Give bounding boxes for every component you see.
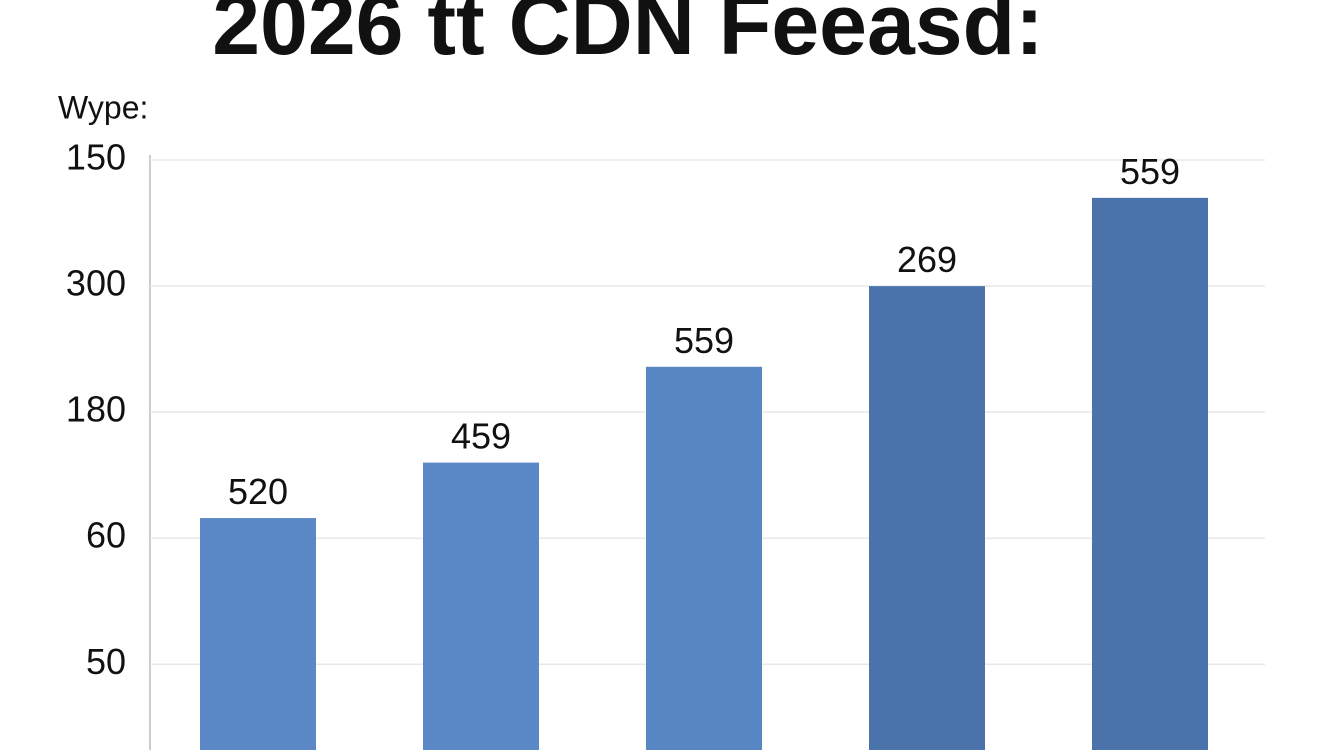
value-label: 559 <box>1120 151 1180 192</box>
y-tick-label: 180 <box>66 389 126 430</box>
value-label: 520 <box>228 471 288 512</box>
bar <box>869 286 985 750</box>
bar <box>1092 197 1208 750</box>
bar <box>200 518 316 750</box>
value-label: 269 <box>897 239 957 280</box>
y-tick-label: 150 <box>66 137 126 178</box>
chart-title: 2026 tt CDN Feeasd: <box>212 0 1044 73</box>
value-label: 559 <box>674 320 734 361</box>
y-axis-label: Wype: <box>58 89 148 125</box>
bar <box>423 462 539 750</box>
y-tick-label: 50 <box>86 641 126 682</box>
value-label: 459 <box>451 416 511 457</box>
y-tick-label: 60 <box>86 515 126 556</box>
bar <box>646 366 762 750</box>
y-tick-label: 300 <box>66 263 126 304</box>
